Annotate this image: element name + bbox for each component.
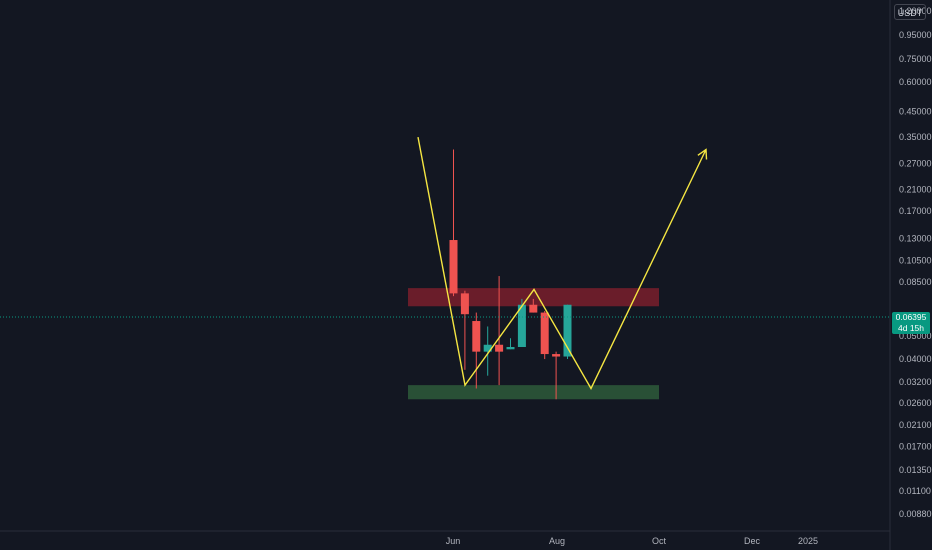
y-tick-label: 0.13000 <box>899 233 932 243</box>
candle <box>495 276 504 386</box>
y-tick-label: 0.17000 <box>899 206 932 216</box>
current-price-label: 0.06395 4d 15h <box>892 312 930 334</box>
candle <box>449 149 458 297</box>
y-tick-label: 0.35000 <box>899 132 932 142</box>
candle <box>506 338 515 350</box>
x-tick-label: Jun <box>446 536 461 546</box>
pattern-path <box>417 136 707 390</box>
candle <box>472 312 481 389</box>
x-tick-label: Aug <box>549 536 565 546</box>
y-tick-label: 0.04000 <box>899 354 932 364</box>
candle <box>563 304 572 360</box>
y-tick-label: 0.10500 <box>899 255 932 265</box>
x-tick-label: Oct <box>652 536 667 546</box>
y-tick-label: 1.20000 <box>899 6 932 16</box>
bar-countdown: 4d 15h <box>898 323 924 333</box>
zones-layer <box>408 288 659 400</box>
support-zone <box>408 385 659 400</box>
candle-body <box>495 344 504 352</box>
price-axis[interactable]: 1.20000 0.95000 0.75000 0.60000 0.45000 0.350… <box>899 6 932 519</box>
candle-body <box>517 304 526 348</box>
candle <box>540 310 549 360</box>
candle-body <box>449 240 458 294</box>
candle-body <box>483 344 492 352</box>
candle-body <box>563 304 572 357</box>
y-tick-label: 0.01700 <box>899 442 932 452</box>
time-axis[interactable]: Jun Aug Oct Dec 2025 <box>446 536 818 546</box>
candle-body <box>460 293 469 315</box>
currency-selector[interactable]: USDT <box>894 4 926 20</box>
current-price-value: 0.06395 <box>895 312 927 322</box>
x-tick-label: Dec <box>744 536 761 546</box>
y-tick-label: 0.05000 <box>899 331 932 341</box>
y-tick-label: 0.21000 <box>899 184 932 194</box>
candle <box>460 290 469 370</box>
y-tick-label: 0.45000 <box>899 106 932 116</box>
arrow-head-icon <box>697 148 708 160</box>
candles-layer <box>449 149 572 400</box>
y-tick-label: 0.08500 <box>899 277 932 287</box>
y-tick-label: 0.00880 <box>899 509 932 519</box>
y-tick-label: 0.02600 <box>899 398 932 408</box>
pattern-layer <box>417 136 708 390</box>
resistance-zone <box>408 288 659 307</box>
candle-body <box>540 312 549 355</box>
candle-body <box>529 304 538 313</box>
y-tick-label: 0.01100 <box>899 486 931 496</box>
y-tick-label: 0.60000 <box>899 77 932 87</box>
candle-body <box>472 321 481 352</box>
candle <box>552 351 561 400</box>
y-tick-label: 0.27000 <box>899 159 932 169</box>
candle-body <box>552 354 561 357</box>
candle-body <box>506 347 515 350</box>
x-tick-label: 2025 <box>798 536 818 546</box>
candle <box>529 298 538 313</box>
y-tick-label: 0.75000 <box>899 54 932 64</box>
y-tick-label: 0.01350 <box>899 465 932 475</box>
y-tick-label: 0.02100 <box>899 420 932 430</box>
y-tick-label: 0.95000 <box>899 30 932 40</box>
y-tick-label: 0.03200 <box>899 377 932 387</box>
candle <box>483 326 492 376</box>
